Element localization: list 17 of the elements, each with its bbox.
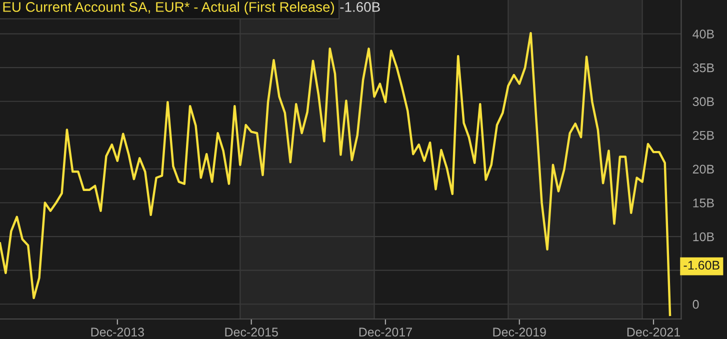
y-tick-label: 25B xyxy=(692,130,714,140)
text: -1.60B xyxy=(684,260,720,270)
x-tick-label: Dec-2013 xyxy=(91,328,144,337)
y-tick-label: 40B xyxy=(692,30,714,38)
line-series xyxy=(0,32,672,316)
text: EU Current Account SA, EUR* - Actual (First Release) xyxy=(3,2,334,15)
y-tick-label: 35B xyxy=(692,63,714,72)
y-tick-label: 15B xyxy=(693,198,714,208)
annotation: -1.60B xyxy=(340,2,380,12)
y-tick-label: 20B xyxy=(692,164,714,174)
x-tick-label: Dec-2017 xyxy=(359,328,412,337)
y-tick-label: 10B xyxy=(693,232,714,242)
y-tick-label: 0 xyxy=(692,300,699,309)
x-tick-label: Dec-2021 xyxy=(627,328,680,337)
x-tick-label: Dec-2019 xyxy=(493,328,546,337)
y-tick-label: 30B xyxy=(692,97,714,106)
x-tick-label: Dec-2015 xyxy=(225,328,278,337)
